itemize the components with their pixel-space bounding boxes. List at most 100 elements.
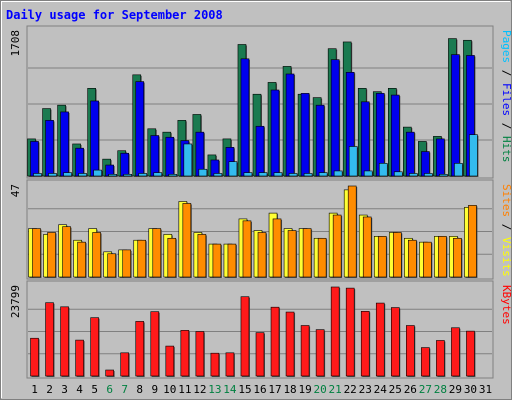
bar-sites-day-20 — [317, 237, 327, 278]
bar-sites-day-5 — [92, 232, 101, 278]
bar-kbytes-day-16 — [255, 332, 265, 377]
x-tick-label: 12 — [193, 383, 206, 396]
bar-kbytes-day-3 — [60, 306, 69, 377]
bar-kbytes-day-28 — [436, 340, 445, 377]
legend-entry: / — [500, 217, 512, 237]
bar-files-day-17 — [270, 89, 280, 177]
bar-files-day-23 — [360, 101, 370, 177]
bar-files-day-19 — [300, 93, 310, 177]
bar-kbytes-day-22 — [345, 287, 355, 377]
bar-kbytes-day-4 — [75, 339, 84, 377]
bar-pages-day-9 — [153, 172, 163, 177]
x-tick-label: 30 — [464, 383, 477, 396]
panel-kbytes: 23799 KBytes — [9, 280, 512, 379]
bar-files-day-9 — [150, 135, 160, 177]
x-tick-label: 7 — [121, 383, 128, 396]
bar-kbytes-day-17 — [270, 306, 280, 377]
x-tick-label: 17 — [268, 383, 281, 396]
bar-kbytes-day-21 — [330, 286, 340, 377]
x-tick-label: 29 — [449, 383, 462, 396]
x-tick-label: 13 — [208, 383, 221, 396]
bar-files-day-21 — [330, 59, 340, 177]
bar-kbytes-day-12 — [195, 331, 205, 377]
bar-sites-day-22 — [347, 185, 357, 278]
legend-entry: / — [500, 116, 512, 136]
x-tick-label: 24 — [374, 383, 388, 396]
bar-kbytes-day-8 — [135, 321, 145, 377]
bar-sites-day-3 — [62, 226, 71, 278]
bar-pages-day-5 — [93, 169, 102, 177]
bar-sites-day-13 — [212, 243, 222, 278]
bar-pages-day-15 — [243, 172, 253, 177]
bar-pages-day-24 — [378, 163, 388, 177]
x-tick-label: 19 — [298, 383, 311, 396]
bar-sites-day-23 — [362, 216, 372, 278]
x-tick-label: 9 — [151, 383, 158, 396]
y-max-label: 23799 — [9, 285, 22, 318]
bar-sites-day-14 — [227, 243, 237, 278]
bar-kbytes-day-23 — [360, 311, 370, 377]
panel-hits-files-pages: 1708 Pages / Files / Hits — [9, 25, 512, 179]
bar-kbytes-day-5 — [90, 317, 99, 377]
bar-sites-day-4 — [77, 241, 86, 278]
x-tick-label: 4 — [76, 383, 83, 396]
bar-files-day-8 — [135, 81, 145, 177]
bar-sites-day-11 — [182, 203, 192, 278]
bar-kbytes-day-30 — [466, 330, 475, 377]
x-tick-label: 11 — [178, 383, 191, 396]
x-tick-label: 20 — [314, 383, 327, 396]
legend-entry: / — [500, 63, 512, 83]
bar-pages-day-20 — [318, 172, 328, 177]
bar-sites-day-8 — [137, 239, 147, 278]
x-tick-label: 16 — [253, 383, 266, 396]
bar-sites-day-19 — [302, 228, 312, 278]
bar-sites-day-26 — [408, 239, 417, 278]
bar-files-day-20 — [315, 104, 325, 177]
x-tick-label: 25 — [389, 383, 402, 396]
bar-kbytes-day-27 — [421, 347, 430, 377]
x-axis-labels: 1 2 3 4 5 6 7 8 9 10 11 12 13 14 15 16 17 18 19 20 21 22 23 24 2… — [31, 383, 492, 396]
bar-kbytes-day-26 — [406, 325, 415, 377]
bar-sites-day-29 — [453, 237, 462, 278]
bar-pages-day-17 — [273, 172, 283, 177]
legend-entry: KBytes — [500, 285, 512, 325]
bar-sites-day-1 — [32, 228, 41, 278]
bar-files-day-25 — [390, 94, 400, 177]
y-max-label: 1708 — [9, 30, 22, 57]
bar-kbytes-day-11 — [180, 330, 190, 377]
bar-pages-day-1 — [33, 173, 42, 177]
bar-files-day-18 — [285, 73, 295, 177]
bar-pages-day-27 — [424, 173, 433, 177]
bar-sites-day-10 — [167, 237, 177, 278]
x-tick-label: 22 — [344, 383, 357, 396]
legend: Sites / Visits — [500, 184, 512, 277]
bar-kbytes-day-20 — [315, 329, 325, 377]
bar-pages-day-22 — [348, 146, 358, 177]
legend-entry: Visits — [500, 237, 512, 277]
bar-kbytes-day-25 — [390, 307, 400, 377]
x-tick-label: 26 — [404, 383, 417, 396]
bar-pages-day-3 — [63, 172, 72, 177]
x-tick-label: 1 — [31, 383, 38, 396]
x-tick-label: 5 — [91, 383, 98, 396]
x-tick-label: 2 — [46, 383, 53, 396]
x-tick-label: 18 — [283, 383, 296, 396]
bar-kbytes-day-19 — [300, 325, 310, 377]
bar-files-day-27 — [421, 151, 430, 177]
bar-sites-day-28 — [438, 236, 447, 278]
bar-sites-day-18 — [287, 230, 297, 278]
bar-files-day-5 — [90, 100, 99, 177]
bar-files-day-15 — [240, 58, 250, 177]
bar-pages-day-16 — [258, 172, 268, 177]
bar-sites-day-7 — [122, 249, 132, 278]
bar-kbytes-day-6 — [105, 369, 114, 377]
chart-title: Daily usage for September 2008 — [6, 8, 223, 22]
legend-entry: Sites — [500, 184, 512, 217]
x-tick-label: 21 — [329, 383, 342, 396]
chart-panels: 1708 Pages / Files / Hits 47 Sites / Visits… — [9, 25, 512, 379]
bar-pages-day-18 — [288, 173, 298, 177]
bar-files-day-2 — [45, 120, 54, 177]
x-tick-label: 28 — [434, 383, 447, 396]
bar-sites-day-15 — [242, 220, 252, 278]
bar-files-day-10 — [165, 136, 175, 177]
